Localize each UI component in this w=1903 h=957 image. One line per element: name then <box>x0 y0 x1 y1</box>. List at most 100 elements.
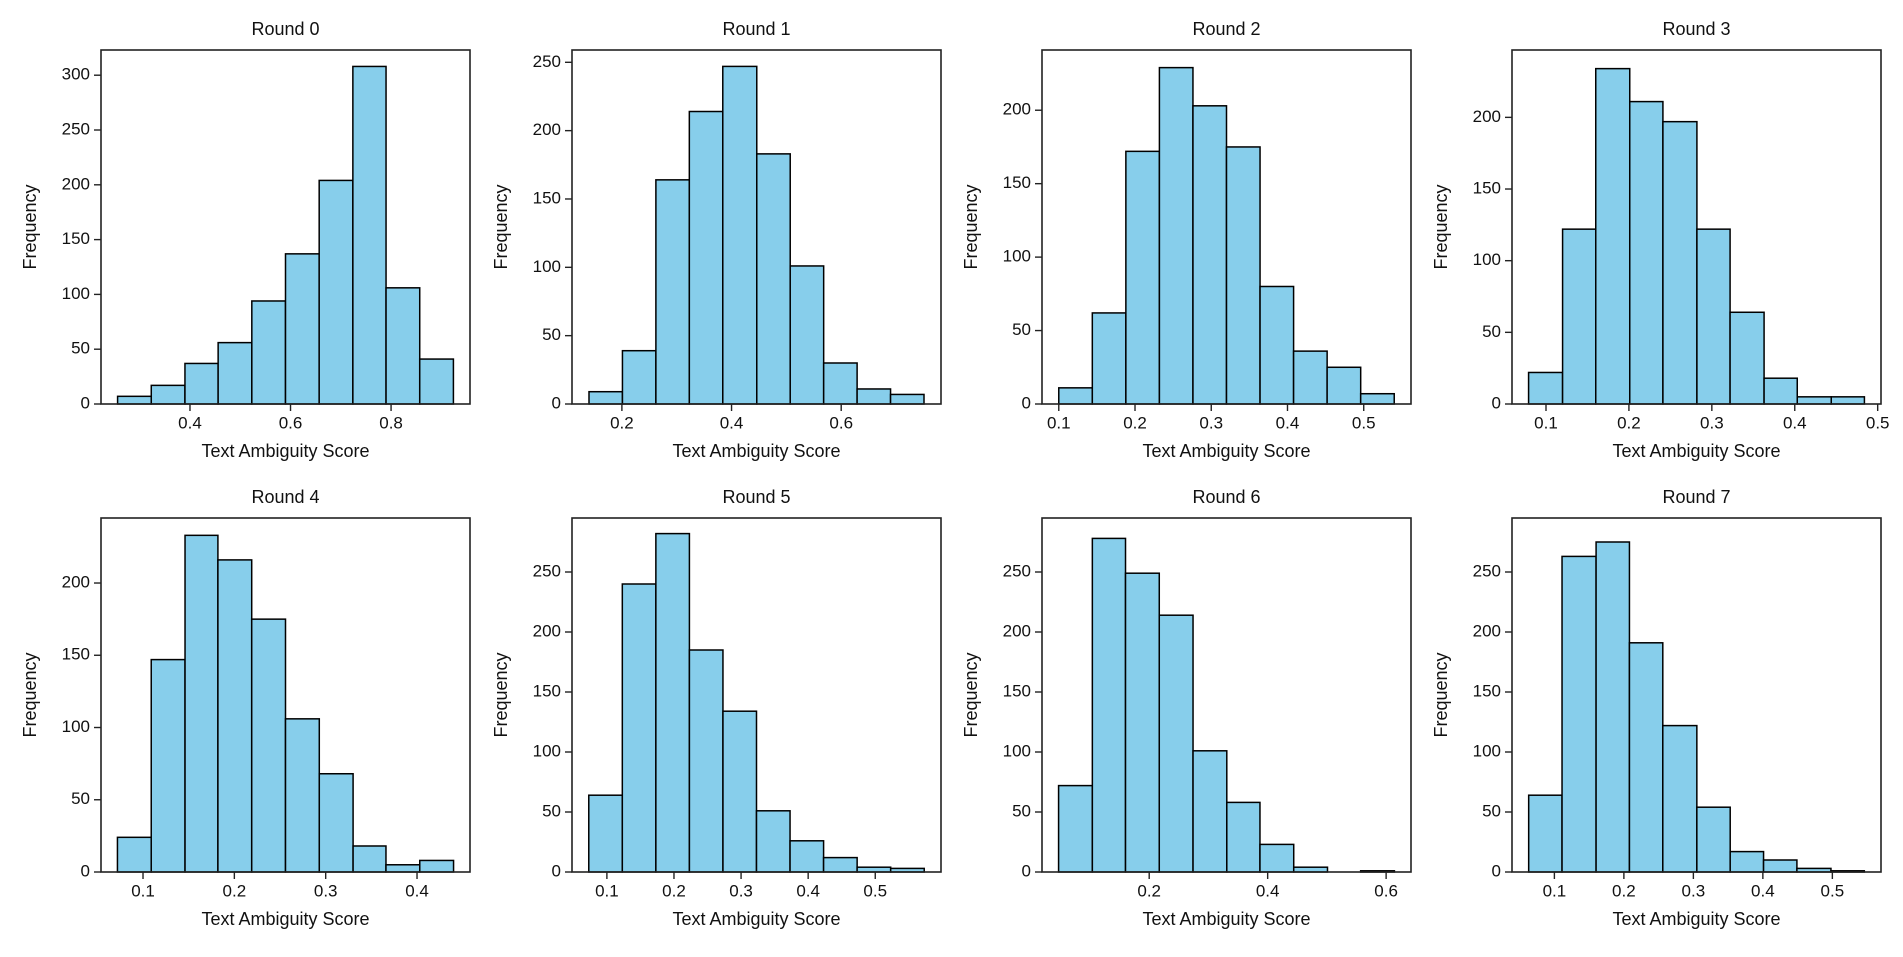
x-tick-label: 0.4 <box>1783 413 1807 432</box>
x-tick-label: 0.3 <box>314 881 338 900</box>
x-tick-label: 0.4 <box>178 413 202 432</box>
bar <box>1662 120 1698 405</box>
x-tick-label: 0.1 <box>131 881 155 900</box>
y-tick-label: 100 <box>1473 741 1501 760</box>
x-tick-label: 0.2 <box>662 881 686 900</box>
y-tick-label: 200 <box>1003 100 1031 119</box>
bar <box>184 534 219 873</box>
y-tick-label: 50 <box>542 801 561 820</box>
panel-title: Round 3 <box>1662 19 1730 39</box>
y-tick-label: 250 <box>62 119 90 138</box>
x-axis-label: Text Ambiguity Score <box>1612 909 1780 929</box>
bar <box>1527 794 1563 873</box>
y-tick-label: 200 <box>533 120 561 139</box>
y-tick-label: 50 <box>71 339 90 358</box>
x-axis-label: Text Ambiguity Score <box>201 441 369 461</box>
y-tick-label: 150 <box>1003 681 1031 700</box>
x-tick-label: 0.2 <box>1617 413 1641 432</box>
bar <box>756 153 791 405</box>
y-tick-label: 100 <box>533 741 561 760</box>
bar <box>1192 105 1228 405</box>
bar <box>1696 806 1731 873</box>
y-tick-label: 0 <box>1022 861 1031 880</box>
bar <box>1729 311 1765 405</box>
bar <box>1091 537 1127 873</box>
y-tick-label: 150 <box>62 229 90 248</box>
x-axis-label: Text Ambiguity Score <box>1612 441 1780 461</box>
bar <box>755 810 791 873</box>
bar <box>184 362 219 405</box>
bar <box>1729 850 1765 873</box>
bar <box>352 845 387 873</box>
x-tick-label: 0.4 <box>1256 881 1280 900</box>
bar <box>1158 614 1194 873</box>
x-tick-label: 0.4 <box>720 413 744 432</box>
y-tick-label: 0 <box>552 861 561 880</box>
x-tick-label: 0.1 <box>1534 413 1558 432</box>
x-tick-label: 0.4 <box>1276 413 1300 432</box>
x-tick-label: 0.6 <box>829 413 853 432</box>
panel-title: Round 1 <box>722 19 790 39</box>
panel-title: Round 0 <box>251 19 319 39</box>
bar <box>385 287 421 405</box>
x-tick-label: 0.8 <box>379 413 403 432</box>
bar <box>418 358 455 405</box>
bar <box>318 772 354 873</box>
x-tick-label: 0.4 <box>1751 881 1775 900</box>
bar <box>1292 350 1328 405</box>
y-axis-label: Frequency <box>491 652 511 737</box>
y-tick-label: 0 <box>81 861 90 880</box>
y-tick-label: 200 <box>62 174 90 193</box>
bar <box>150 658 186 873</box>
y-tick-label: 100 <box>62 717 90 736</box>
y-tick-label: 200 <box>1003 621 1031 640</box>
y-tick-label: 200 <box>533 621 561 640</box>
axes-frame <box>100 49 471 405</box>
bar <box>789 840 825 873</box>
x-tick-label: 0.2 <box>223 881 247 900</box>
y-axis-label: Frequency <box>491 184 511 269</box>
bar <box>318 179 354 405</box>
bar <box>251 300 287 405</box>
bar <box>1527 371 1564 405</box>
bar <box>1058 387 1094 405</box>
bar <box>1359 392 1395 405</box>
panel: 0.1 0.2 0.3 0.4 0.5 0 50 100 150 200 250 Round 7 Tex… <box>1431 487 1882 929</box>
x-tick-label: 0.2 <box>1612 881 1636 900</box>
y-tick-label: 100 <box>533 257 561 276</box>
bar <box>1696 228 1731 405</box>
bar <box>1158 66 1194 405</box>
y-tick-label: 150 <box>1473 681 1501 700</box>
bar <box>250 618 287 873</box>
y-tick-label: 0 <box>81 393 90 412</box>
bar <box>284 253 320 405</box>
bar <box>1763 377 1798 405</box>
bar <box>722 710 758 873</box>
x-tick-label: 0.6 <box>1374 881 1398 900</box>
panel: 0.4 0.6 0.8 0 50 100 150 200 250 300 Round 0 Text A… <box>20 19 471 461</box>
panel-title: Round 7 <box>1662 487 1730 507</box>
y-axis-label: Frequency <box>20 184 40 269</box>
bar <box>217 559 253 873</box>
axes-frame <box>1041 49 1412 405</box>
y-tick-label: 100 <box>1473 250 1501 269</box>
x-tick-label: 0.1 <box>1543 881 1567 900</box>
bar <box>1226 801 1261 873</box>
bar <box>385 864 421 873</box>
x-axis-label: Text Ambiguity Score <box>1142 441 1310 461</box>
x-tick-label: 0.4 <box>405 881 429 900</box>
bar <box>1762 859 1798 873</box>
x-axis-label: Text Ambiguity Score <box>672 441 840 461</box>
y-tick-label: 200 <box>1473 107 1501 126</box>
bar <box>1628 642 1664 873</box>
y-tick-label: 150 <box>1003 173 1031 192</box>
bar <box>655 532 691 873</box>
bar <box>1192 750 1228 873</box>
x-axis-label: Text Ambiguity Score <box>672 909 840 929</box>
y-tick-label: 50 <box>71 789 90 808</box>
x-tick-label: 0.3 <box>1700 413 1724 432</box>
y-tick-label: 250 <box>533 561 561 580</box>
x-tick-label: 0.5 <box>1821 881 1845 900</box>
panel: 0.1 0.2 0.3 0.4 0.5 0 50 100 150 200 Round 3 Text A… <box>1431 19 1890 461</box>
